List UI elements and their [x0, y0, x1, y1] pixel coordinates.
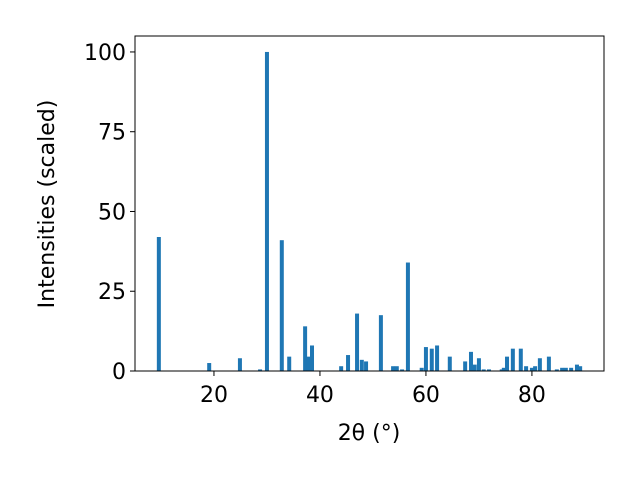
bar	[533, 366, 538, 371]
bar	[463, 361, 468, 371]
bar	[578, 366, 583, 371]
bar	[563, 367, 568, 371]
bar	[359, 359, 364, 371]
bar	[419, 367, 424, 371]
bar	[468, 351, 473, 371]
x-tick-label: 40	[306, 383, 334, 408]
x-tick-label: 60	[412, 383, 440, 408]
bar	[574, 364, 579, 371]
bar	[499, 369, 504, 371]
bar	[472, 364, 477, 371]
plot-frame	[134, 35, 605, 372]
bar	[306, 356, 311, 371]
bar	[560, 367, 565, 371]
bar	[447, 356, 452, 371]
y-axis-label: Intensities (scaled)	[35, 100, 60, 309]
bar	[339, 366, 344, 371]
bar	[510, 348, 515, 371]
bar	[487, 369, 492, 371]
bar	[391, 366, 396, 371]
bar	[207, 363, 212, 371]
y-tick-label: 75	[98, 121, 126, 146]
bar	[264, 51, 269, 371]
bar	[423, 347, 428, 371]
bar	[524, 366, 529, 371]
bar	[346, 355, 351, 371]
bar	[156, 237, 161, 371]
bar	[554, 369, 559, 371]
bar	[518, 348, 523, 371]
bar	[287, 356, 292, 371]
x-tick-label: 80	[518, 383, 546, 408]
bar	[481, 369, 486, 371]
bar	[546, 356, 551, 371]
bar	[394, 366, 399, 371]
bar	[303, 326, 308, 371]
bar	[258, 369, 263, 371]
y-tick-label: 50	[98, 200, 126, 225]
bar	[237, 358, 242, 371]
bar	[569, 367, 574, 371]
y-tick-label: 100	[84, 41, 126, 66]
x-axis-label: 2θ (°)	[338, 421, 401, 446]
bar	[405, 262, 410, 371]
bar	[400, 369, 405, 371]
bar	[279, 240, 284, 371]
x-tick-label: 20	[200, 383, 228, 408]
bar	[378, 315, 383, 371]
y-tick-label: 0	[112, 360, 126, 385]
bar	[501, 367, 506, 371]
bar	[476, 358, 481, 371]
bar	[429, 348, 434, 371]
bar	[505, 356, 510, 371]
bar	[310, 345, 315, 371]
bar	[435, 345, 440, 371]
bar	[355, 313, 360, 371]
bar	[529, 367, 534, 371]
bar	[364, 361, 369, 371]
bar	[537, 358, 542, 371]
y-tick-label: 25	[98, 280, 126, 305]
